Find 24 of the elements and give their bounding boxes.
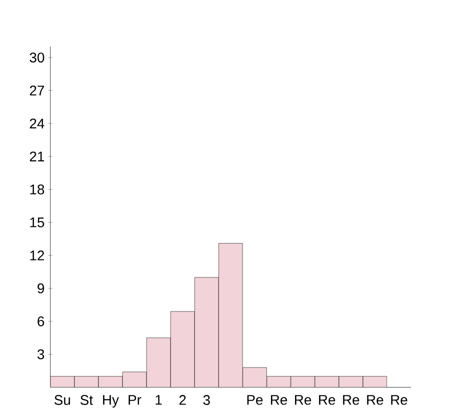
x-tick-label: Su xyxy=(54,394,70,405)
y-tick-label: 3 xyxy=(37,349,44,360)
y-tick-label: 6 xyxy=(38,316,44,326)
y-tick-label: 24 xyxy=(30,118,44,128)
y-tick-label: 21 xyxy=(30,151,44,162)
y-tick-label: 18 xyxy=(30,184,44,194)
x-tick-label: Re xyxy=(270,394,288,405)
x-tick-label: 3 xyxy=(203,394,210,405)
x-tick-label: Re xyxy=(343,394,360,405)
x-tick-label: Re xyxy=(391,394,408,405)
x-tick-label: Re xyxy=(319,394,336,405)
x-tick-label: Pr xyxy=(128,394,142,404)
y-tick-label: 9 xyxy=(38,283,44,294)
x-tick-label: 2 xyxy=(179,394,186,405)
y-tick-label: 27 xyxy=(30,85,44,96)
y-tick-label: 30 xyxy=(30,52,44,62)
x-tick-label: St xyxy=(80,394,93,405)
x-tick-label: Pe xyxy=(247,394,263,405)
x-tick-label: Re xyxy=(367,394,384,405)
x-tick-label: Re xyxy=(295,394,312,405)
y-tick-label: 12 xyxy=(30,250,44,260)
x-tick-label: 1 xyxy=(156,394,162,404)
x-tick-label: Hy xyxy=(103,394,119,408)
y-tick-label: 15 xyxy=(30,217,44,228)
